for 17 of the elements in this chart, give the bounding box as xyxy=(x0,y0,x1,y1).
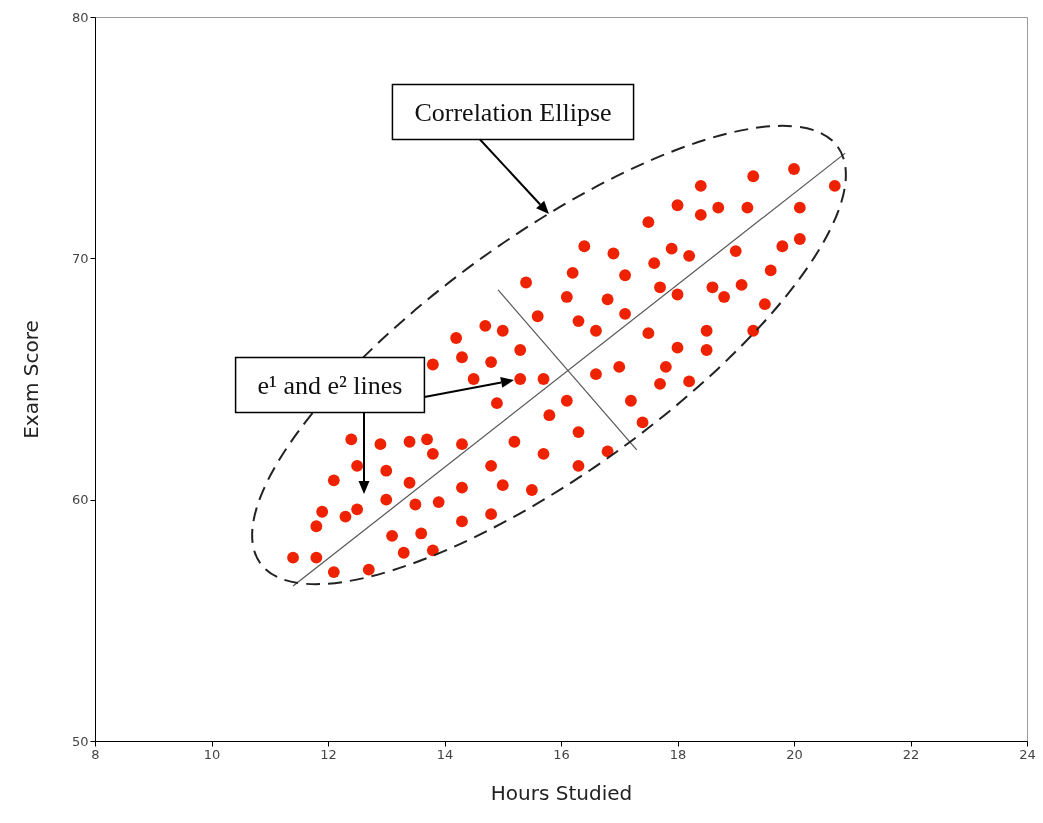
y-tick-label: 80 xyxy=(71,9,89,25)
x-axis-title: Hours Studied xyxy=(490,780,633,805)
x-tick-label: 20 xyxy=(786,746,803,762)
x-tick-label: 8 xyxy=(91,746,100,762)
y-tick-label: 60 xyxy=(71,492,89,508)
y-tick-label: 70 xyxy=(71,250,89,266)
x-tick-label: 22 xyxy=(902,746,920,762)
x-tick-label: 18 xyxy=(669,746,687,762)
annotation: e¹ and e² lines xyxy=(257,370,403,400)
x-tick-label: 10 xyxy=(203,746,221,762)
x-tick-label: 12 xyxy=(320,746,337,762)
y-tick-label: 50 xyxy=(71,733,89,749)
x-tick-label: 24 xyxy=(1019,746,1036,762)
x-tick-label: 16 xyxy=(553,746,570,762)
y-axis-title: Exam Score xyxy=(18,320,43,439)
x-tick-label: 14 xyxy=(436,746,454,762)
annotation: Correlation Ellipse xyxy=(414,97,612,127)
